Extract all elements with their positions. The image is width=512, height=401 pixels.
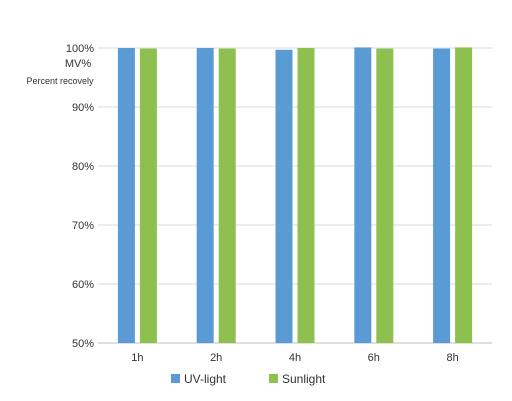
- y-tick-label: 60%: [72, 279, 94, 291]
- bar-uv-light-2h: [196, 48, 214, 343]
- bar-uv-light-8h: [433, 48, 451, 344]
- legend-swatch: [171, 374, 180, 383]
- gridlines: [98, 47, 492, 344]
- y-tick-label: 50%: [72, 338, 94, 350]
- y-axis-sublabel: Percent recovely: [26, 76, 94, 86]
- bar-uv-light-1h: [117, 48, 135, 343]
- y-axis-label: MV%: [65, 58, 92, 70]
- bar-sunlight-1h: [139, 48, 157, 344]
- bar-uv-light-6h: [354, 47, 372, 343]
- y-tick-label: 70%: [72, 220, 94, 232]
- bars: [117, 47, 473, 344]
- legend-label: UV-light: [184, 372, 227, 386]
- y-axis-ticks: 50% 60% 70% 80% 90% 100%: [66, 43, 94, 350]
- legend-swatch: [269, 374, 278, 383]
- x-tick-label: 2h: [210, 352, 222, 364]
- legend-label: Sunlight: [282, 372, 326, 386]
- legend: UV-light Sunlight: [171, 372, 326, 386]
- y-tick-label: 100%: [66, 43, 94, 55]
- y-tick-label: 90%: [72, 102, 94, 114]
- x-tick-label: 8h: [446, 352, 458, 364]
- x-axis-ticks: 1h 2h 4h 6h 8h: [131, 352, 458, 364]
- bar-sunlight-2h: [218, 48, 236, 344]
- bar-sunlight-8h: [455, 47, 473, 343]
- bar-uv-light-4h: [275, 49, 293, 344]
- bar-sunlight-6h: [376, 48, 394, 344]
- x-tick-label: 1h: [131, 352, 143, 364]
- bar-sunlight-4h: [297, 48, 315, 343]
- x-tick-label: 6h: [368, 352, 380, 364]
- y-tick-label: 80%: [72, 161, 94, 173]
- x-tick-label: 4h: [289, 352, 301, 364]
